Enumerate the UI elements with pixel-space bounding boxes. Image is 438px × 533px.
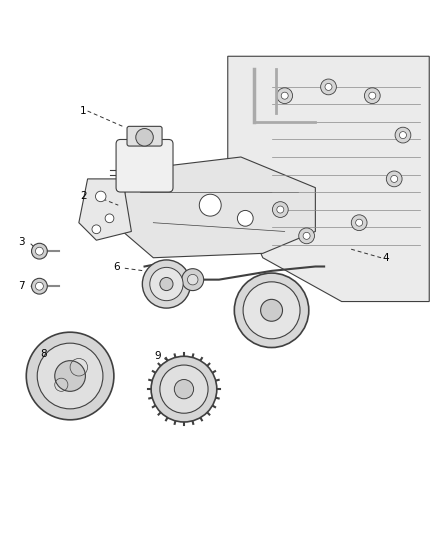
Circle shape <box>174 379 194 399</box>
Circle shape <box>281 92 288 99</box>
Circle shape <box>32 243 47 259</box>
Circle shape <box>395 127 411 143</box>
Circle shape <box>26 332 114 420</box>
Circle shape <box>356 219 363 226</box>
Circle shape <box>234 273 309 348</box>
Text: 2: 2 <box>80 191 87 201</box>
Circle shape <box>321 79 336 95</box>
Circle shape <box>182 269 204 290</box>
Circle shape <box>351 215 367 231</box>
FancyBboxPatch shape <box>116 140 173 192</box>
Circle shape <box>160 278 173 290</box>
Circle shape <box>55 361 85 391</box>
Circle shape <box>364 88 380 103</box>
Circle shape <box>35 282 43 290</box>
Circle shape <box>136 128 153 146</box>
Circle shape <box>261 300 283 321</box>
Polygon shape <box>228 56 429 302</box>
FancyBboxPatch shape <box>127 126 162 146</box>
Circle shape <box>303 232 310 239</box>
Circle shape <box>369 92 376 99</box>
Circle shape <box>199 194 221 216</box>
Circle shape <box>399 132 406 139</box>
Circle shape <box>325 84 332 91</box>
Circle shape <box>32 278 47 294</box>
Text: 9: 9 <box>154 351 161 361</box>
Circle shape <box>105 214 114 223</box>
Text: 4: 4 <box>382 253 389 263</box>
Circle shape <box>391 175 398 182</box>
Circle shape <box>272 201 288 217</box>
Circle shape <box>35 247 43 255</box>
Text: 8: 8 <box>40 349 47 359</box>
Polygon shape <box>79 179 131 240</box>
Circle shape <box>237 211 253 226</box>
Circle shape <box>277 88 293 103</box>
Circle shape <box>160 365 208 413</box>
Circle shape <box>92 225 101 233</box>
Circle shape <box>277 206 284 213</box>
Circle shape <box>187 274 198 285</box>
Circle shape <box>150 268 183 301</box>
Polygon shape <box>123 157 315 258</box>
Circle shape <box>142 260 191 308</box>
Text: 6: 6 <box>113 262 120 271</box>
Circle shape <box>37 343 103 409</box>
Circle shape <box>151 356 217 422</box>
Circle shape <box>243 282 300 339</box>
Text: 1: 1 <box>80 106 87 116</box>
Circle shape <box>299 228 314 244</box>
Text: 7: 7 <box>18 281 25 291</box>
Circle shape <box>386 171 402 187</box>
Text: 3: 3 <box>18 237 25 247</box>
Circle shape <box>95 191 106 201</box>
